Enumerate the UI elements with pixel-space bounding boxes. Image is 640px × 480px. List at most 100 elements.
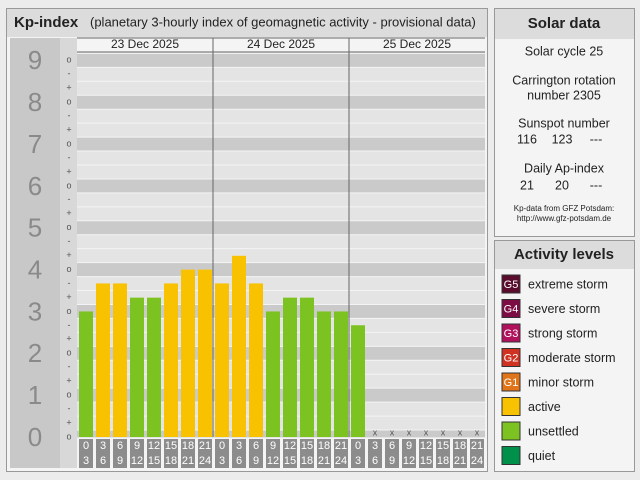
sunspot-value: 116 <box>517 132 537 146</box>
bar <box>266 311 280 437</box>
bar <box>130 297 144 437</box>
y-tick-label: 3 <box>28 296 42 326</box>
bar <box>215 283 229 437</box>
level-code: G1 <box>504 377 519 389</box>
time-box <box>385 439 399 468</box>
level-label: severe storm <box>528 302 600 316</box>
level-label: strong storm <box>528 326 597 340</box>
missing-marker: x <box>441 427 446 437</box>
time-label: 0 <box>219 440 225 452</box>
minor-tick-label: - <box>68 111 71 121</box>
sunspot-value: 123 <box>552 132 573 146</box>
minor-tick-label: - <box>68 403 71 413</box>
minor-tick-label: - <box>68 362 71 372</box>
time-label: 9 <box>270 440 276 452</box>
minor-tick-label: - <box>68 69 71 79</box>
time-label: 12 <box>267 455 279 467</box>
y-tick-label: 4 <box>28 254 42 284</box>
minor-tick-label: o <box>66 138 71 148</box>
time-box <box>419 439 433 468</box>
y-tick-label: 5 <box>28 213 42 243</box>
minor-tick-label: - <box>68 152 71 162</box>
level-swatch <box>501 348 521 367</box>
time-box <box>300 439 314 468</box>
ap-value: --- <box>590 178 603 192</box>
bar <box>79 311 93 437</box>
missing-marker: x <box>390 427 395 437</box>
bar <box>249 283 263 437</box>
time-label: 3 <box>355 455 361 467</box>
title: Kp-index <box>14 14 79 31</box>
time-label: 3 <box>219 455 225 467</box>
time-label: 18 <box>454 440 466 452</box>
time-label: 15 <box>284 455 296 467</box>
bar <box>198 269 212 437</box>
y-tick-label: 0 <box>28 422 42 452</box>
level-code: G5 <box>504 279 519 291</box>
level-label: extreme storm <box>528 277 608 291</box>
time-label: 3 <box>372 440 378 452</box>
levels-title: Activity levels <box>514 246 614 263</box>
level-label: moderate storm <box>528 351 616 365</box>
level-swatch <box>501 323 521 343</box>
level-code: G4 <box>504 303 519 315</box>
minor-tick-label: o <box>66 390 71 400</box>
time-label: 6 <box>236 455 242 467</box>
bar <box>164 283 178 437</box>
level-swatch <box>501 446 521 465</box>
time-box <box>470 439 484 468</box>
y-tick-label: 6 <box>28 171 42 201</box>
date-label: 23 Dec 2025 <box>111 37 179 51</box>
level-label: active <box>528 400 561 414</box>
y-tick-label: 2 <box>28 338 42 368</box>
y-label-column <box>10 38 60 468</box>
subtitle: (planetary 3-hourly index of geomagnetic… <box>90 14 476 29</box>
time-box <box>368 439 382 468</box>
ap-value: 20 <box>555 178 569 192</box>
missing-marker: x <box>458 427 463 437</box>
time-label: 18 <box>182 440 194 452</box>
date-label: 24 Dec 2025 <box>247 37 315 51</box>
time-label: 12 <box>403 455 415 467</box>
time-box <box>130 439 144 468</box>
minor-tick-label: + <box>66 376 71 386</box>
stripe <box>77 262 485 277</box>
minor-tick-label: + <box>66 250 71 260</box>
carrington: Carrington rotation <box>512 73 616 87</box>
bar <box>317 311 331 437</box>
time-label: 12 <box>284 440 296 452</box>
stripe <box>77 388 485 403</box>
time-label: 0 <box>355 440 361 452</box>
time-label: 6 <box>372 455 378 467</box>
time-label: 15 <box>420 455 432 467</box>
time-box <box>317 439 331 468</box>
minor-tick-label: - <box>68 278 71 288</box>
time-label: 6 <box>100 455 106 467</box>
time-box <box>164 439 178 468</box>
time-label: 3 <box>83 455 89 467</box>
time-label: 9 <box>389 455 395 467</box>
time-label: 15 <box>148 455 160 467</box>
level-label: minor storm <box>528 375 594 389</box>
minor-column <box>60 38 77 468</box>
minor-tick-label: - <box>68 320 71 330</box>
stripe <box>77 95 485 110</box>
date-row <box>77 38 485 52</box>
kp-header <box>7 9 487 37</box>
level-swatch <box>501 397 521 416</box>
time-box <box>283 439 297 468</box>
time-label: 21 <box>182 455 194 467</box>
time-label: 9 <box>253 455 259 467</box>
level-label: unsettled <box>528 424 579 438</box>
carrington: number 2305 <box>527 88 601 102</box>
time-box <box>402 439 416 468</box>
levels-header <box>495 241 634 269</box>
missing-marker: x <box>475 427 480 437</box>
bar <box>351 325 365 437</box>
bar <box>147 297 161 437</box>
time-label: 9 <box>406 440 412 452</box>
time-label: 15 <box>165 440 177 452</box>
stripe <box>77 304 485 319</box>
level-swatch <box>501 372 521 392</box>
time-box <box>181 439 195 468</box>
